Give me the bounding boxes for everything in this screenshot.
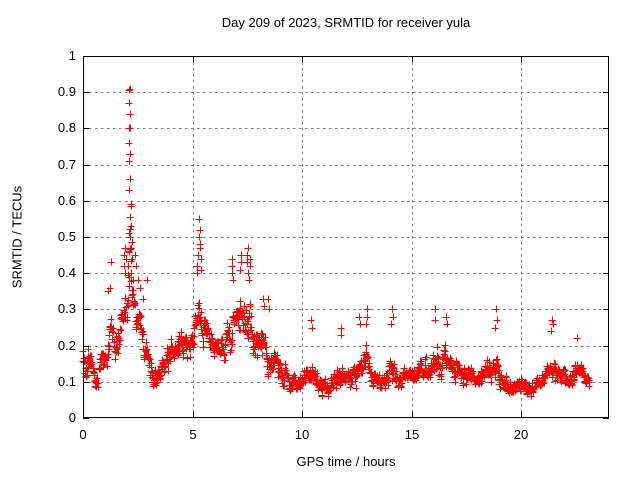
y-tick-label: 0 — [68, 410, 76, 425]
plot-frame — [83, 56, 609, 419]
y-tick-label: 0.1 — [57, 374, 76, 389]
x-tick-label: 20 — [513, 427, 529, 442]
y-tick-label: 0.3 — [57, 301, 76, 316]
y-tick-label: 0.9 — [57, 84, 76, 99]
y-tick-label: 0.4 — [57, 265, 76, 280]
y-tick-label: 0.5 — [57, 229, 76, 244]
x-tick-label: 5 — [189, 427, 197, 442]
y-tick-label: 0.2 — [57, 338, 76, 353]
y-tick-label: 0.8 — [57, 120, 76, 135]
y-tick-label: 1 — [68, 48, 76, 63]
y-tick-label: 0.7 — [57, 157, 76, 172]
chart-title: Day 209 of 2023, SRMTID for receiver yul… — [221, 15, 471, 30]
data-points — [79, 85, 593, 400]
x-axis-label: GPS time / hours — [296, 454, 396, 469]
x-tick-label: 0 — [79, 427, 87, 442]
x-tick-label: 15 — [404, 427, 420, 442]
grid-lines — [83, 56, 609, 418]
y-tick-label: 0.6 — [57, 193, 76, 208]
x-tick-label: 10 — [294, 427, 310, 442]
